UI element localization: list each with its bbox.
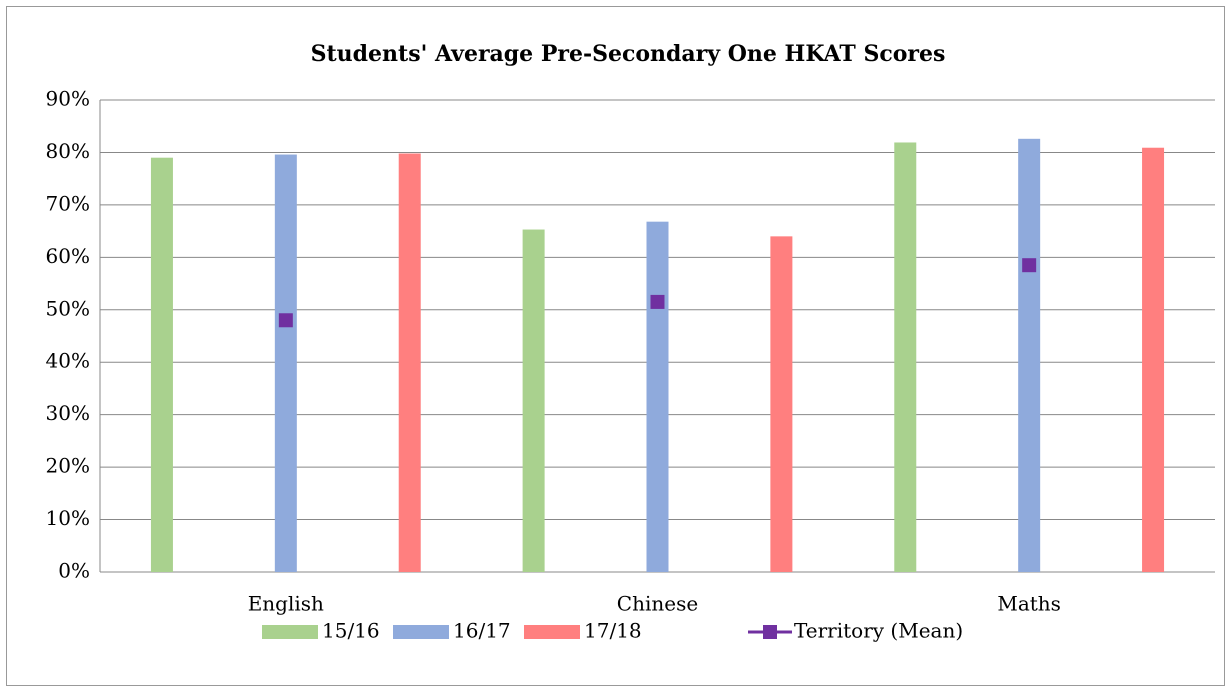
- marker: [278, 313, 293, 328]
- y-tick-label: 70%: [46, 191, 90, 215]
- bar: [522, 229, 545, 572]
- bar: [398, 153, 421, 572]
- y-tick-label: 90%: [46, 87, 90, 111]
- y-tick-label: 40%: [46, 349, 90, 373]
- bar: [1142, 147, 1165, 573]
- bar: [770, 236, 793, 572]
- bar: [646, 221, 669, 572]
- y-tick-label: 50%: [46, 296, 90, 320]
- legend-swatch: [524, 625, 580, 639]
- legend-label: 17/18: [584, 619, 642, 643]
- legend-label: 15/16: [322, 619, 380, 643]
- bar: [894, 142, 917, 573]
- chart-border: [6, 6, 1225, 686]
- x-tick-label: Maths: [997, 592, 1061, 616]
- y-tick-label: 20%: [46, 454, 90, 478]
- bar: [274, 154, 297, 572]
- y-tick-label: 30%: [46, 401, 90, 425]
- marker: [650, 294, 665, 309]
- x-tick-label: English: [248, 592, 324, 616]
- chart-title: Students' Average Pre-Secondary One HKAT…: [311, 41, 946, 67]
- bar: [150, 157, 173, 572]
- legend-swatch: [262, 625, 318, 639]
- marker: [1022, 258, 1037, 273]
- legend-swatch: [393, 625, 449, 639]
- legend-label: 16/17: [453, 619, 511, 643]
- y-tick-label: 10%: [46, 506, 90, 530]
- y-tick-label: 0%: [58, 559, 90, 583]
- y-tick-label: 80%: [46, 139, 90, 163]
- bar: [1018, 138, 1041, 572]
- legend-marker: [763, 625, 777, 639]
- y-tick-label: 60%: [46, 244, 90, 268]
- x-tick-label: Chinese: [617, 592, 698, 616]
- legend-label: Territory (Mean): [794, 619, 963, 643]
